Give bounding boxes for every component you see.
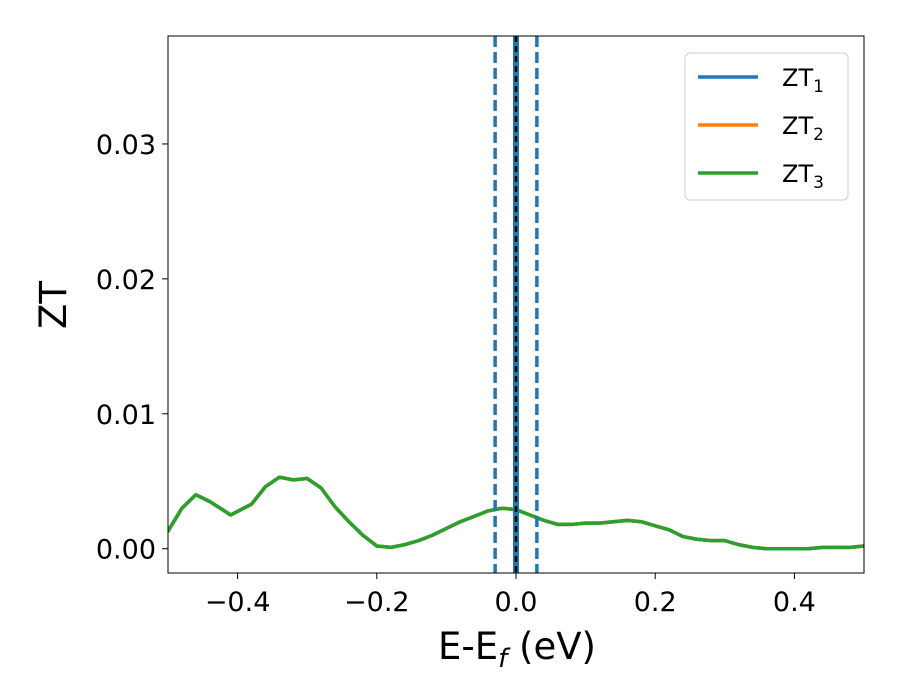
x-tick-label: 0.4: [773, 587, 816, 618]
y-tick-label: 0.03: [96, 130, 156, 161]
series-line-zt3: [168, 475, 864, 551]
legend-label: ZT1: [782, 64, 824, 97]
y-tick-label: 0.00: [96, 535, 156, 566]
legend-box: [684, 52, 849, 201]
x-axis-label-main: E-E: [438, 625, 498, 668]
y-axis-label: ZT: [32, 281, 75, 329]
x-tick-label: −0.4: [205, 587, 271, 618]
x-axis-label: E-Ef (eV): [438, 625, 596, 674]
vertical-lines: [493, 36, 539, 573]
x-tick-label: 0.2: [634, 587, 677, 618]
y-tick-label: 0.01: [96, 400, 156, 431]
y-tick-label: 0.02: [96, 265, 156, 296]
x-axis-ticks: −0.4 −0.2 0.0 0.2 0.4: [205, 573, 816, 618]
legend-entries: ZT1 ZT2 ZT3: [698, 64, 824, 193]
y-axis-ticks: 0.00 0.01 0.02 0.03: [96, 130, 168, 566]
legend-label: ZT3: [782, 160, 824, 193]
legend: ZT1 ZT2 ZT3: [684, 52, 849, 201]
x-tick-label: −0.2: [344, 587, 410, 618]
x-axis-label-unit: (eV): [507, 625, 596, 668]
legend-label: ZT2: [782, 112, 824, 145]
series-layer: [168, 475, 864, 551]
x-tick-label: 0.0: [495, 587, 538, 618]
